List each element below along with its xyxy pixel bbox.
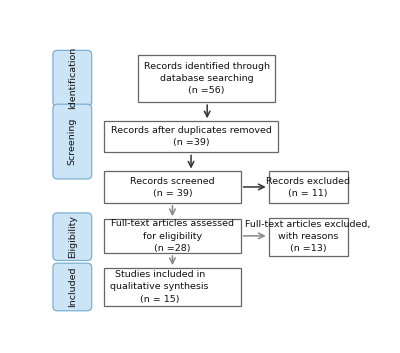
Text: Records after duplicates removed
(n =39): Records after duplicates removed (n =39) <box>111 126 272 148</box>
Text: Identification: Identification <box>68 47 77 109</box>
Text: Full-text articles excluded,
with reasons
(n =13): Full-text articles excluded, with reason… <box>245 220 371 253</box>
Text: Eligibility: Eligibility <box>68 215 77 258</box>
Text: Full-text articles assessed
for eligibility
(n =28): Full-text articles assessed for eligibil… <box>111 219 234 253</box>
FancyBboxPatch shape <box>268 172 348 203</box>
Text: Included: Included <box>68 267 77 307</box>
FancyBboxPatch shape <box>53 104 92 179</box>
FancyBboxPatch shape <box>268 218 348 256</box>
Text: Records identified through
database searching
(n =56): Records identified through database sear… <box>144 62 270 95</box>
FancyBboxPatch shape <box>104 219 241 253</box>
Text: Records screened
(n = 39): Records screened (n = 39) <box>130 176 215 198</box>
Text: Studies included in
qualitative synthesis
(n = 15): Studies included in qualitative synthesi… <box>110 270 209 304</box>
FancyBboxPatch shape <box>53 263 92 311</box>
Text: Screening: Screening <box>68 118 77 165</box>
FancyBboxPatch shape <box>138 55 275 102</box>
FancyBboxPatch shape <box>53 50 92 106</box>
FancyBboxPatch shape <box>104 172 241 203</box>
FancyBboxPatch shape <box>104 121 278 152</box>
FancyBboxPatch shape <box>53 213 92 261</box>
FancyBboxPatch shape <box>104 268 241 306</box>
Text: Records excluded
(n = 11): Records excluded (n = 11) <box>266 176 350 198</box>
